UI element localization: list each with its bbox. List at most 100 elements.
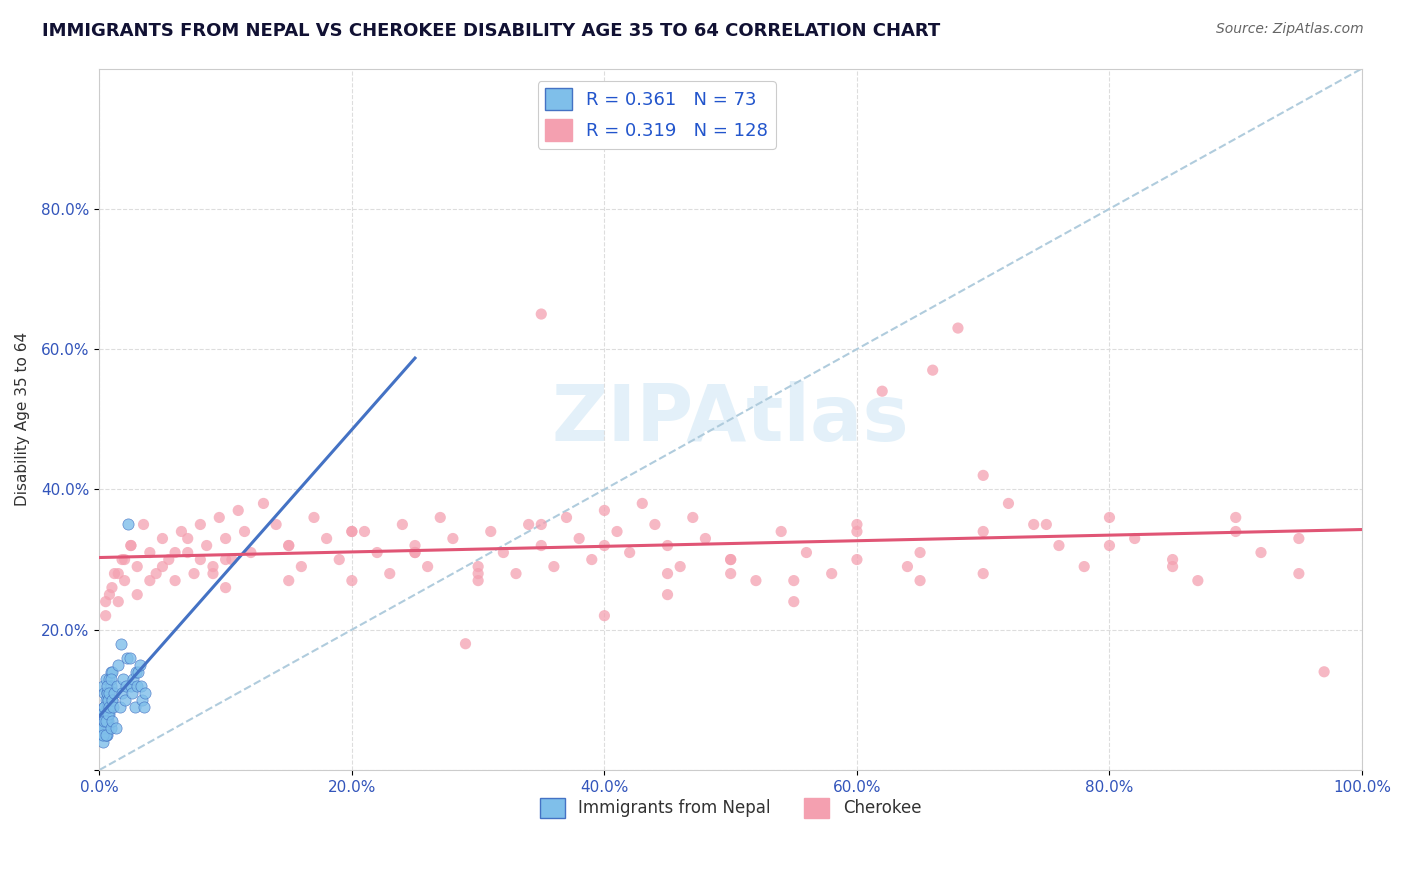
Point (188, 517, 211, 532)
Point (100, 721, 122, 735)
Point (657, 566, 679, 581)
Point (391, 517, 413, 532)
Point (404, 539, 426, 553)
Point (111, 552, 134, 566)
Point (720, 566, 742, 581)
Point (226, 503, 249, 517)
Point (530, 307, 553, 321)
Point (100, 672, 122, 686)
Text: Source: ZipAtlas.com: Source: ZipAtlas.com (1216, 22, 1364, 37)
Point (98, 706, 121, 721)
Point (94, 706, 117, 721)
Point (94, 728, 117, 742)
Point (870, 384, 893, 399)
Point (120, 679, 142, 693)
Point (657, 588, 679, 602)
Point (94, 693, 117, 707)
Point (593, 503, 616, 517)
Point (111, 686, 134, 700)
Point (896, 559, 918, 574)
Point (127, 559, 149, 574)
Point (429, 510, 451, 524)
Point (214, 552, 236, 566)
Point (467, 566, 489, 581)
Text: IMMIGRANTS FROM NEPAL VS CHEROKEE DISABILITY AGE 35 TO 64 CORRELATION CHART: IMMIGRANTS FROM NEPAL VS CHEROKEE DISABI… (42, 22, 941, 40)
Point (100, 665, 122, 679)
Point (1225, 524, 1247, 539)
Point (530, 539, 553, 553)
Point (93, 699, 115, 714)
Point (128, 657, 150, 672)
Point (152, 559, 174, 574)
Point (201, 566, 224, 581)
Point (91, 721, 114, 735)
Point (127, 679, 149, 693)
Point (631, 496, 654, 510)
Point (107, 566, 129, 581)
Point (195, 539, 218, 553)
Point (152, 532, 174, 546)
Point (93, 714, 115, 728)
Point (1225, 510, 1247, 524)
Point (441, 532, 464, 546)
Point (315, 532, 337, 546)
Point (183, 566, 205, 581)
Point (208, 510, 231, 524)
Point (340, 524, 363, 539)
Point (745, 574, 768, 588)
Point (98, 699, 121, 714)
Point (117, 517, 139, 532)
Point (114, 552, 136, 566)
Point (91, 735, 114, 749)
Point (115, 679, 138, 693)
Point (657, 539, 679, 553)
Point (96, 728, 118, 742)
Point (302, 510, 325, 524)
Point (1098, 539, 1121, 553)
Point (94, 728, 117, 742)
Point (90, 728, 112, 742)
Point (100, 679, 122, 693)
Point (93, 721, 115, 735)
Point (845, 517, 868, 532)
Point (214, 532, 236, 546)
Point (96, 686, 118, 700)
Point (97, 721, 120, 735)
Point (177, 545, 200, 559)
Point (98, 672, 121, 686)
Point (108, 699, 131, 714)
Point (1098, 510, 1121, 524)
Point (107, 657, 129, 672)
Point (214, 581, 236, 595)
Point (1123, 532, 1146, 546)
Point (177, 532, 200, 546)
Point (593, 608, 616, 623)
Point (644, 517, 666, 532)
Point (404, 545, 426, 559)
Point (93, 714, 115, 728)
Point (188, 552, 211, 566)
Point (145, 566, 167, 581)
Point (1187, 574, 1209, 588)
Point (505, 566, 527, 581)
Point (98, 588, 121, 602)
Point (127, 665, 149, 679)
Point (972, 468, 994, 483)
Point (103, 566, 125, 581)
Point (606, 524, 628, 539)
Point (1035, 517, 1057, 532)
Point (821, 566, 844, 581)
Legend: Immigrants from Nepal, Cherokee: Immigrants from Nepal, Cherokee (533, 791, 928, 825)
Point (340, 574, 363, 588)
Point (114, 693, 136, 707)
Point (543, 559, 565, 574)
Point (101, 581, 124, 595)
Point (115, 650, 138, 665)
Point (353, 524, 375, 539)
Point (91, 721, 114, 735)
Point (122, 672, 145, 686)
Point (921, 363, 943, 377)
Text: ZIPAtlas: ZIPAtlas (551, 381, 910, 458)
Point (720, 552, 742, 566)
Point (416, 559, 439, 574)
